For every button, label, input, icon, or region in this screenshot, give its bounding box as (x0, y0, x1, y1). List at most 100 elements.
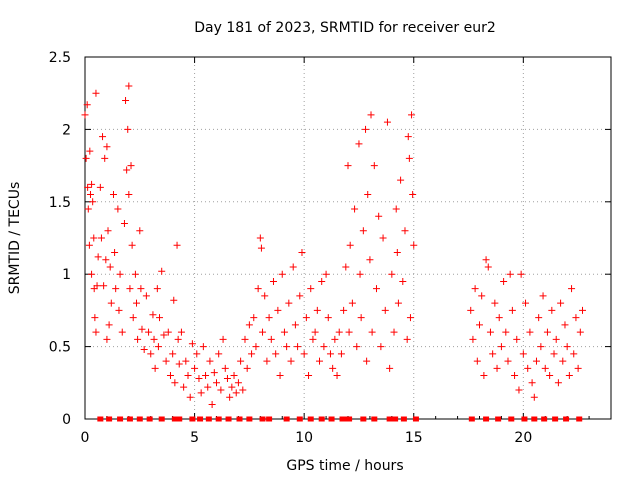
data-point (89, 198, 97, 206)
data-point (226, 393, 234, 401)
data-point (532, 357, 540, 365)
data-point (131, 270, 139, 278)
data-point (355, 140, 363, 148)
data-point (164, 328, 172, 336)
data-point (219, 335, 227, 343)
data-point (316, 357, 324, 365)
zero-marker (106, 416, 113, 422)
data-point (101, 154, 109, 162)
data-point (519, 350, 527, 358)
data-point (234, 379, 242, 387)
data-point (404, 133, 412, 141)
data-point (272, 350, 280, 358)
data-point (184, 372, 192, 380)
data-point (570, 350, 578, 358)
data-point (123, 166, 131, 174)
data-point (88, 270, 96, 278)
data-point (522, 299, 530, 307)
data-point (482, 256, 490, 264)
zero-marker (225, 416, 232, 422)
data-point (186, 393, 194, 401)
data-point (364, 191, 372, 199)
data-point (210, 369, 218, 377)
data-point (565, 372, 573, 380)
data-point (103, 143, 111, 151)
data-point (257, 244, 265, 252)
zero-marker (296, 416, 303, 422)
zero-marker (259, 416, 266, 422)
data-point (289, 263, 297, 271)
data-point (579, 306, 587, 314)
data-point (362, 125, 370, 133)
data-point (405, 154, 413, 162)
data-point (118, 328, 126, 336)
data-point (122, 96, 130, 104)
zero-marker (400, 416, 407, 422)
zero-marker (386, 416, 393, 422)
data-point (162, 357, 170, 365)
data-point (259, 328, 267, 336)
data-point (403, 335, 411, 343)
data-point (100, 282, 108, 290)
data-point (333, 372, 341, 380)
data-point (154, 343, 162, 351)
zero-marker (521, 416, 528, 422)
data-point (86, 147, 94, 155)
data-point (530, 393, 538, 401)
zero-marker (246, 416, 253, 422)
data-point (151, 364, 159, 372)
data-point (174, 335, 182, 343)
data-point (344, 162, 352, 170)
data-point (340, 306, 348, 314)
data-point (248, 350, 256, 358)
zero-marker (205, 416, 212, 422)
data-point (125, 82, 133, 90)
data-point (528, 379, 536, 387)
data-point (550, 350, 558, 358)
x-tick-label: 0 (81, 430, 90, 446)
data-point (368, 328, 376, 336)
x-tick-label: 20 (514, 430, 532, 446)
zero-level-markers (97, 416, 583, 422)
zero-marker (236, 416, 243, 422)
data-point (526, 328, 534, 336)
data-point (193, 350, 201, 358)
data-point (377, 343, 385, 351)
data-point (188, 340, 196, 348)
data-point (298, 248, 306, 256)
chart-title: Day 181 of 2023, SRMTID for receiver eur… (194, 20, 496, 36)
data-point (408, 111, 416, 119)
data-point (204, 383, 212, 391)
data-point (351, 205, 359, 213)
data-point (92, 328, 100, 336)
data-point (515, 386, 523, 394)
data-point (199, 343, 207, 351)
data-points (81, 82, 587, 409)
data-point (388, 270, 396, 278)
data-point (182, 357, 190, 365)
data-point (91, 314, 99, 322)
data-point (370, 162, 378, 170)
data-point (107, 299, 115, 307)
data-point (86, 191, 94, 199)
data-point (280, 328, 288, 336)
data-point (127, 162, 135, 170)
data-point (500, 277, 508, 285)
zero-marker (266, 416, 273, 422)
data-point (471, 285, 479, 293)
data-point (111, 248, 119, 256)
zero-marker (346, 416, 353, 422)
data-point (158, 267, 166, 275)
data-point (230, 372, 238, 380)
x-tick-label: 10 (295, 430, 313, 446)
zero-marker (136, 416, 143, 422)
y-tick-label: 1.5 (49, 195, 71, 211)
data-point (267, 335, 275, 343)
zero-marker (412, 416, 419, 422)
data-point (543, 328, 551, 336)
data-point (367, 111, 375, 119)
zero-marker (563, 416, 570, 422)
data-point (324, 314, 332, 322)
data-point (97, 234, 105, 242)
data-point (84, 205, 92, 213)
